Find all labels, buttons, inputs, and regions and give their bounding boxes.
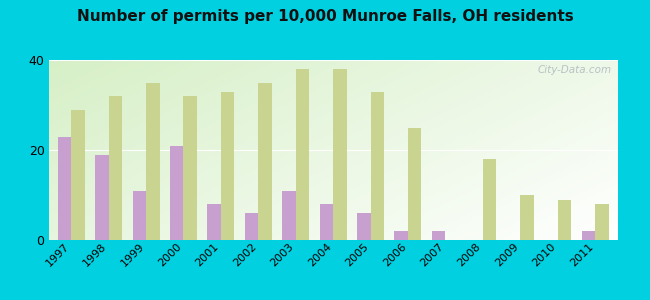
Bar <box>207 204 221 240</box>
Bar <box>109 96 122 240</box>
Bar <box>258 82 272 240</box>
Text: Number of permits per 10,000 Munroe Falls, OH residents: Number of permits per 10,000 Munroe Fall… <box>77 9 573 24</box>
Bar <box>282 190 296 240</box>
Bar <box>595 204 608 240</box>
Bar <box>408 128 421 240</box>
Bar <box>58 136 72 240</box>
Bar <box>72 110 84 240</box>
Bar <box>483 159 496 240</box>
Bar <box>395 231 408 240</box>
Bar <box>558 200 571 240</box>
Text: City-Data.com: City-Data.com <box>538 65 612 75</box>
Bar <box>170 146 183 240</box>
Bar <box>245 213 258 240</box>
Bar <box>95 154 109 240</box>
Bar <box>183 96 197 240</box>
Bar <box>296 69 309 240</box>
Bar <box>370 92 384 240</box>
Bar <box>146 82 159 240</box>
Bar <box>520 195 534 240</box>
Bar <box>221 92 235 240</box>
Bar <box>333 69 346 240</box>
Bar <box>357 213 370 240</box>
Bar <box>133 190 146 240</box>
Bar <box>320 204 333 240</box>
Bar <box>582 231 595 240</box>
Bar <box>432 231 445 240</box>
